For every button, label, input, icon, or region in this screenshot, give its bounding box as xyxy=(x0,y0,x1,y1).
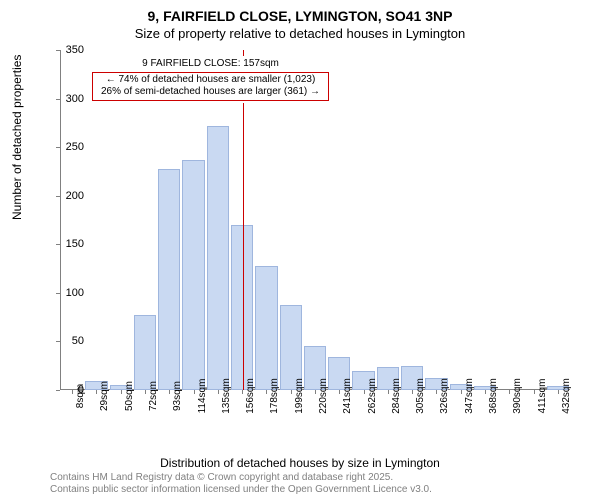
chart-subtitle: Size of property relative to detached ho… xyxy=(0,24,600,41)
ytick-label: 300 xyxy=(66,93,84,105)
xtick-mark xyxy=(534,390,535,394)
histogram-bar xyxy=(182,160,204,390)
x-axis-label: Distribution of detached houses by size … xyxy=(0,456,600,470)
annotation-larger: 26% of semi-detached houses are larger (… xyxy=(96,86,325,99)
xtick-mark xyxy=(558,390,559,394)
xtick-mark xyxy=(461,390,462,394)
histogram-bar xyxy=(158,169,180,390)
xtick-mark xyxy=(242,390,243,394)
xtick-mark xyxy=(169,390,170,394)
plot-area: 8sqm29sqm50sqm72sqm93sqm114sqm135sqm156s… xyxy=(60,50,570,390)
xtick-mark xyxy=(194,390,195,394)
xtick-mark xyxy=(436,390,437,394)
histogram-bar xyxy=(207,126,229,390)
histogram-bar xyxy=(134,315,156,390)
xtick-label: 368sqm xyxy=(488,378,499,414)
chart-title-address: 9, FAIRFIELD CLOSE, LYMINGTON, SO41 3NP xyxy=(0,0,600,24)
xtick-label: 390sqm xyxy=(512,378,523,414)
xtick-mark xyxy=(291,390,292,394)
histogram-bar xyxy=(255,266,277,390)
histogram-bar xyxy=(231,225,253,390)
xtick-mark xyxy=(412,390,413,394)
ytick-mark xyxy=(56,341,60,342)
xtick-mark xyxy=(96,390,97,394)
xtick-mark xyxy=(339,390,340,394)
xtick-mark xyxy=(145,390,146,394)
attribution-line1: Contains HM Land Registry data © Crown c… xyxy=(50,472,432,484)
chart-container: { "titles": { "line1": "9, FAIRFIELD CLO… xyxy=(0,0,600,500)
histogram-bar xyxy=(280,305,302,390)
annotation-percent-box: ← 74% of detached houses are smaller (1,… xyxy=(92,72,329,101)
ytick-label: 150 xyxy=(66,238,84,250)
ytick-label: 100 xyxy=(66,287,84,299)
ytick-mark xyxy=(56,293,60,294)
ytick-mark xyxy=(56,99,60,100)
ytick-mark xyxy=(56,196,60,197)
xtick-mark xyxy=(388,390,389,394)
ytick-label: 200 xyxy=(66,190,84,202)
ytick-mark xyxy=(56,50,60,51)
xtick-mark xyxy=(485,390,486,394)
ytick-mark xyxy=(56,390,60,391)
xtick-mark xyxy=(509,390,510,394)
ytick-label: 350 xyxy=(66,44,84,56)
ytick-mark xyxy=(56,147,60,148)
xtick-label: 432sqm xyxy=(561,378,572,414)
attribution-line2: Contains public sector information licen… xyxy=(50,484,432,496)
xtick-mark xyxy=(121,390,122,394)
annotation-sqm: 9 FAIRFIELD CLOSE: 157sqm xyxy=(92,58,329,71)
annotation-smaller: ← 74% of detached houses are smaller (1,… xyxy=(96,74,325,87)
marker-annotation: 9 FAIRFIELD CLOSE: 157sqm ← 74% of detach… xyxy=(88,56,333,103)
ytick-mark xyxy=(56,244,60,245)
y-axis-label: Number of detached properties xyxy=(10,55,24,220)
xtick-label: 411sqm xyxy=(537,379,548,414)
xtick-mark xyxy=(72,390,73,394)
xtick-mark xyxy=(218,390,219,394)
xtick-mark xyxy=(315,390,316,394)
attribution-text: Contains HM Land Registry data © Crown c… xyxy=(50,472,432,496)
xtick-label: 347sqm xyxy=(464,378,475,414)
ytick-label: 50 xyxy=(72,335,84,347)
ytick-label: 250 xyxy=(66,141,84,153)
ytick-label: 0 xyxy=(78,384,84,396)
xtick-mark xyxy=(364,390,365,394)
xtick-mark xyxy=(266,390,267,394)
